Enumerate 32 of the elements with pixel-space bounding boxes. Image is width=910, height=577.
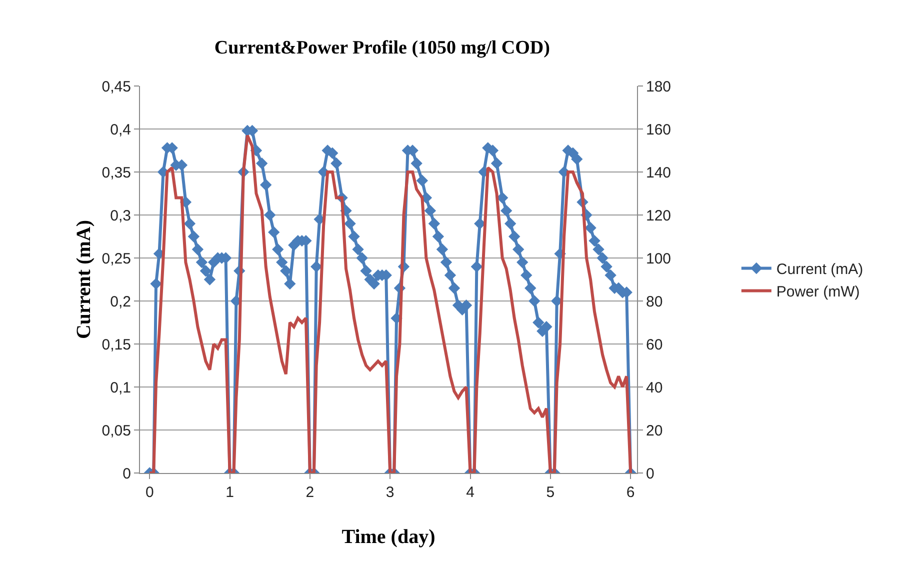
y-tick-label: 0,15 <box>102 336 131 354</box>
y2-tick-label: 160 <box>646 121 672 138</box>
y2-tick-label: 40 <box>646 379 663 396</box>
x-tick-label: 1 <box>226 484 234 501</box>
y-tick-label: 0,25 <box>102 250 131 268</box>
legend-label: Power (mW) <box>776 284 860 301</box>
x-tick-label: 3 <box>386 484 394 501</box>
y-tick-label: 0,05 <box>102 422 131 440</box>
y2-tick-label: 140 <box>646 164 672 182</box>
y2-tick-label: 120 <box>646 207 672 224</box>
y2-tick-label: 0 <box>646 465 654 482</box>
x-tick-label: 2 <box>306 484 314 501</box>
y2-tick-label: 80 <box>646 293 663 310</box>
y-tick-label: 0 <box>122 465 131 482</box>
y-tick-label: 0,2 <box>110 293 131 310</box>
y2-tick-label: 20 <box>646 422 663 440</box>
y2-tick-label: 100 <box>646 250 672 268</box>
y-tick-label: 0,4 <box>110 121 131 138</box>
chart-title: Current&Power Profile (1050 mg/l COD) <box>214 38 550 59</box>
x-tick-label: 0 <box>145 484 154 501</box>
y2-tick-label: 60 <box>646 336 663 354</box>
y-tick-label: 0,3 <box>110 207 131 224</box>
x-axis-title: Time (day) <box>342 526 436 548</box>
x-tick-label: 5 <box>546 484 555 501</box>
y-tick-label: 0,35 <box>102 164 131 182</box>
y-tick-label: 0,1 <box>110 379 131 396</box>
legend-label: Current (mA) <box>776 261 864 278</box>
y-axis-title: Current (mA) <box>73 220 95 340</box>
x-tick-label: 4 <box>466 484 474 501</box>
y-tick-label: 0,45 <box>102 78 131 96</box>
y2-tick-label: 180 <box>646 78 672 96</box>
x-tick-label: 6 <box>626 484 635 501</box>
